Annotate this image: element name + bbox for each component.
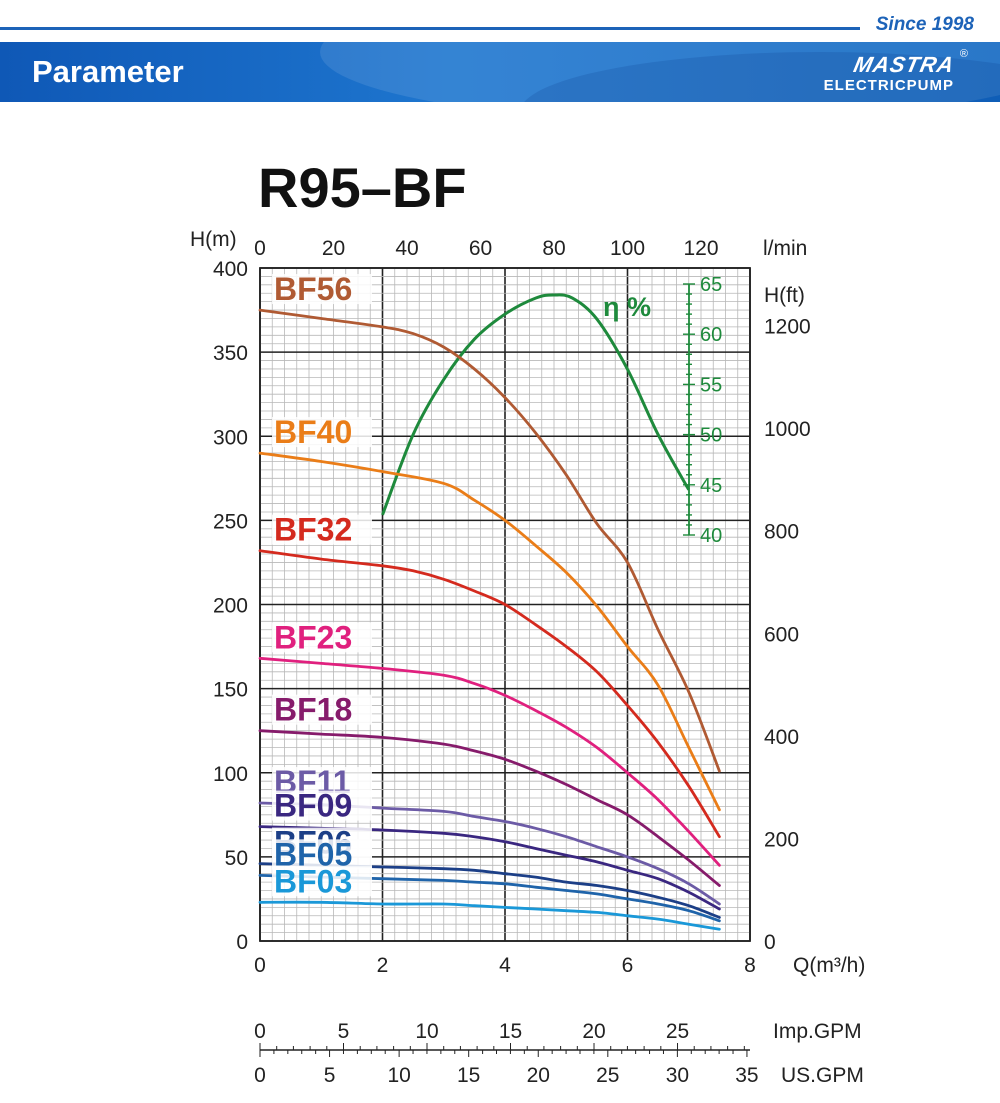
series-line-bf06 bbox=[258, 862, 721, 919]
brand-logo-text: ELECTRICPUMP bbox=[823, 77, 954, 94]
series-line-bf09 bbox=[258, 825, 721, 911]
x-bottom-tick-label: 6 bbox=[622, 954, 634, 977]
efficiency-tick-label: 50 bbox=[700, 425, 722, 447]
us-gpm-tick-label: 0 bbox=[254, 1064, 266, 1087]
series-line-bf32 bbox=[258, 549, 721, 839]
efficiency-tick-label: 45 bbox=[700, 475, 722, 497]
y-left-axis-label: H(m) bbox=[190, 228, 237, 251]
x-bottom-tick-label: 4 bbox=[499, 954, 511, 977]
series-line-bf11 bbox=[258, 801, 721, 906]
series-line-bf56 bbox=[258, 308, 721, 773]
series-label-backdrop bbox=[272, 514, 372, 545]
series-line-bf03 bbox=[258, 900, 721, 931]
series-label-bf40: BF40 bbox=[274, 414, 352, 450]
y-left-tick-label: 0 bbox=[236, 931, 248, 954]
us-gpm-tick-label: 35 bbox=[735, 1064, 758, 1087]
series-label-backdrop bbox=[272, 866, 372, 897]
x-top-tick-label: 60 bbox=[469, 237, 492, 260]
y-right-tick-label: 600 bbox=[764, 623, 799, 646]
imp-gpm-tick-label: 10 bbox=[415, 1020, 438, 1043]
x-top-tick-label: 80 bbox=[542, 237, 565, 260]
y-right-tick-label: 400 bbox=[764, 726, 799, 749]
y-right-tick-label: 200 bbox=[764, 828, 799, 851]
x-bottom-axis-label: Q(m³/h) bbox=[793, 954, 865, 977]
x-top-tick-label: 40 bbox=[395, 237, 418, 260]
x-top-tick-label: 120 bbox=[683, 237, 718, 260]
series-label-backdrop bbox=[272, 694, 372, 725]
x-bottom-tick-label: 8 bbox=[744, 954, 756, 977]
registered-mark: ® bbox=[959, 48, 968, 60]
series-label-bf09: BF09 bbox=[274, 788, 352, 824]
banner-wave bbox=[320, 42, 1000, 102]
efficiency-tick-label: 65 bbox=[700, 274, 722, 296]
imp-gpm-tick-label: 5 bbox=[338, 1020, 350, 1043]
series-line-bf40 bbox=[258, 451, 721, 812]
series-label-backdrop bbox=[272, 790, 372, 821]
efficiency-tick-label: 55 bbox=[700, 374, 722, 396]
y-left-tick-label: 200 bbox=[213, 595, 248, 618]
header-banner: Parameter MASTRA ® ELECTRICPUMP bbox=[0, 42, 1000, 102]
since-label: Since 1998 bbox=[875, 14, 974, 35]
series-line-bf18 bbox=[258, 729, 721, 887]
y-left-tick-label: 300 bbox=[213, 426, 248, 449]
us-gpm-tick-label: 10 bbox=[387, 1064, 410, 1087]
y-right-tick-label: 0 bbox=[764, 931, 776, 954]
y-left-tick-label: 100 bbox=[213, 763, 248, 786]
series-label-bf18: BF18 bbox=[274, 692, 352, 728]
us-gpm-tick-label: 5 bbox=[324, 1064, 336, 1087]
imp-gpm-tick-label: 25 bbox=[666, 1020, 689, 1043]
series-label-backdrop bbox=[272, 274, 372, 305]
plot-border bbox=[259, 267, 751, 942]
x-bottom-tick-label: 0 bbox=[254, 954, 266, 977]
y-right-tick-label: 1000 bbox=[764, 418, 811, 441]
series-label-backdrop bbox=[272, 417, 372, 448]
us-gpm-tick-label: 30 bbox=[666, 1064, 689, 1087]
efficiency-curve bbox=[381, 293, 691, 516]
us-gpm-axis-label: US.GPM bbox=[781, 1064, 864, 1087]
page-title: Parameter bbox=[32, 54, 184, 89]
series-line-bf05 bbox=[258, 874, 721, 923]
brand-logo: MASTRA ® ELECTRICPUMP bbox=[798, 48, 968, 98]
efficiency-tick-label: 40 bbox=[700, 525, 722, 547]
y-left-tick-label: 250 bbox=[213, 510, 248, 533]
series-label-backdrop bbox=[272, 622, 372, 653]
series-label-bf03: BF03 bbox=[274, 863, 352, 899]
brand-logo-mark: MASTRA bbox=[851, 52, 957, 77]
us-gpm-tick-label: 20 bbox=[527, 1064, 550, 1087]
efficiency-axis-label: η % bbox=[603, 292, 651, 322]
y-left-tick-label: 350 bbox=[213, 342, 248, 365]
x-top-tick-label: 100 bbox=[610, 237, 645, 260]
imp-gpm-tick-label: 20 bbox=[582, 1020, 605, 1043]
us-gpm-tick-label: 15 bbox=[457, 1064, 480, 1087]
y-right-tick-label: 1200 bbox=[764, 316, 811, 339]
series-layer bbox=[258, 308, 721, 931]
us-gpm-tick-label: 25 bbox=[596, 1064, 619, 1087]
header-rule bbox=[0, 27, 860, 30]
imp-gpm-tick-label: 15 bbox=[499, 1020, 522, 1043]
series-label-bf23: BF23 bbox=[274, 619, 352, 655]
y-left-tick-label: 150 bbox=[213, 679, 248, 702]
y-right-tick-label: 800 bbox=[764, 521, 799, 544]
y-right-axis-label: H(ft) bbox=[764, 284, 805, 307]
x-top-tick-label: 0 bbox=[254, 237, 266, 260]
series-line-bf23 bbox=[258, 656, 721, 867]
x-top-tick-label: 20 bbox=[322, 237, 345, 260]
x-bottom-tick-label: 2 bbox=[377, 954, 389, 977]
chart-title: R95–BF bbox=[258, 156, 467, 219]
x-top-axis-label: l/min bbox=[763, 237, 807, 260]
y-left-tick-label: 400 bbox=[213, 258, 248, 281]
series-label-bf56: BF56 bbox=[274, 271, 352, 307]
imp-gpm-axis-label: Imp.GPM bbox=[773, 1020, 862, 1043]
y-left-tick-label: 50 bbox=[225, 847, 248, 870]
efficiency-layer: 40 45 50 55 60 65 η % bbox=[381, 274, 722, 547]
series-label-backdrop bbox=[272, 839, 372, 870]
efficiency-tick-label: 60 bbox=[700, 324, 722, 346]
series-label-bf32: BF32 bbox=[274, 512, 352, 548]
series-labels: BF56BF40BF32BF23BF18BF11BF09BF06BF05BF03 bbox=[272, 271, 372, 899]
chart-grid bbox=[259, 267, 751, 942]
imp-gpm-tick-label: 0 bbox=[254, 1020, 266, 1043]
